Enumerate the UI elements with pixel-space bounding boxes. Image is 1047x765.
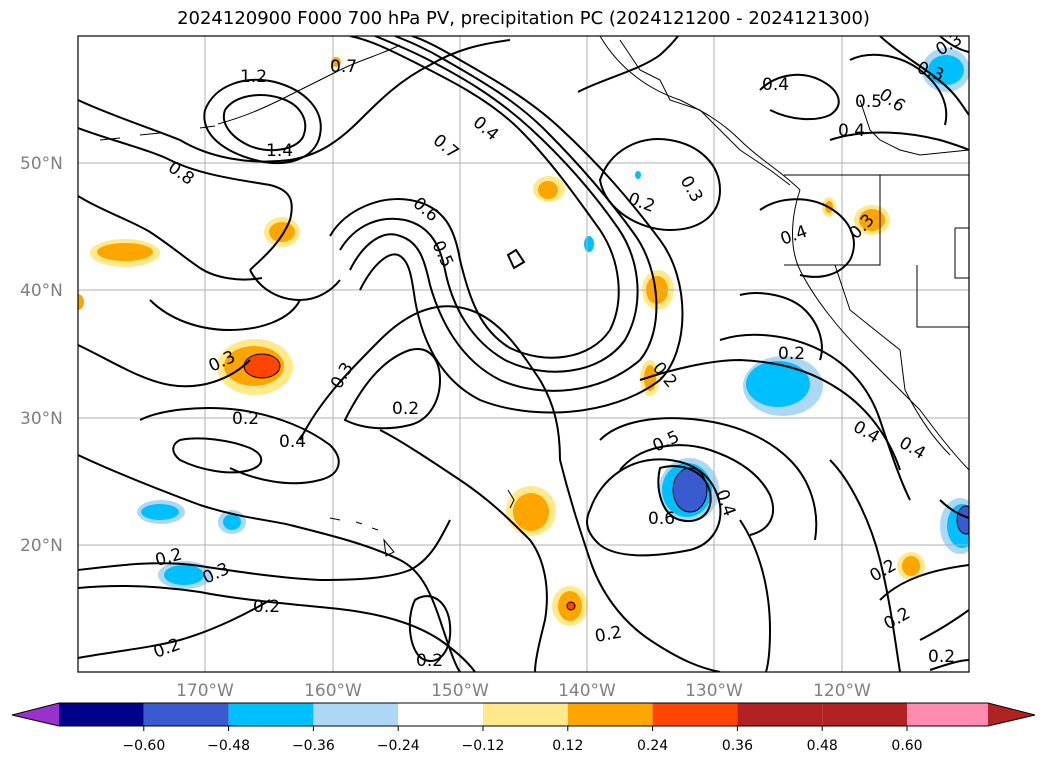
- colorbar-bin: [313, 703, 399, 726]
- map-title: 2024120900 F000 700 hPa PV, precipitatio…: [177, 8, 870, 29]
- colorbar-bin: [59, 703, 144, 726]
- contour-label: 0.6: [648, 509, 675, 529]
- lat-label: 40°N: [20, 281, 63, 301]
- contour-label: 0.2: [253, 597, 280, 617]
- contour-label: 0.2: [416, 651, 443, 671]
- colorbar-tick-label: 0.24: [637, 738, 668, 754]
- contour-label: 0.2: [593, 623, 623, 647]
- contour-label: 0.4: [838, 121, 865, 141]
- lon-label: 120°W: [813, 681, 871, 701]
- colorbar-extend-low: [12, 703, 59, 726]
- pv-contours: [78, 36, 969, 672]
- colorbar-bin: [398, 703, 483, 726]
- lon-label: 130°W: [685, 681, 743, 701]
- precip-shading: [78, 48, 969, 626]
- colorbar-bin: [737, 703, 823, 726]
- precip-outlines: [243, 353, 969, 611]
- contour-label: 0.4: [279, 432, 306, 452]
- contour-label: 0.2: [778, 344, 805, 364]
- longitude-labels: 170°W 160°W 150°W 140°W 130°W 120°W: [176, 681, 871, 701]
- contour-label: 0.7: [330, 57, 357, 77]
- colorbar-bin: [652, 703, 738, 726]
- lat-label: 50°N: [20, 154, 63, 174]
- contour-label: 0.2: [928, 647, 955, 667]
- contour-label: 1.4: [266, 141, 293, 161]
- colorbar-tick-label: −0.36: [292, 738, 335, 754]
- colorbar-tick-label: −0.48: [207, 738, 250, 754]
- coastlines: [99, 36, 969, 557]
- colorbar-tick-label: 0.48: [807, 738, 838, 754]
- colorbar-tick-label: 0.12: [552, 738, 583, 754]
- colorbar-tick-label: −0.24: [377, 738, 420, 754]
- lon-label: 160°W: [304, 681, 362, 701]
- colorbar-tick-label: 0.60: [891, 738, 922, 754]
- colorbar-bin: [228, 703, 314, 726]
- map-frame: [77, 35, 970, 673]
- latitude-labels: 50°N 40°N 30°N 20°N: [20, 154, 63, 556]
- colorbar-bin: [907, 703, 988, 726]
- colorbar-tick-label: 0.36: [722, 738, 753, 754]
- colorbar: −0.60 −0.48 −0.36 −0.24 −0.12 0.12 0.24 …: [11, 702, 1036, 754]
- contour-label: 0.2: [392, 399, 419, 419]
- colorbar-bin: [483, 703, 568, 726]
- contour-label: 0.2: [232, 409, 259, 429]
- colorbar-tick-label: −0.60: [122, 738, 165, 754]
- colorbar-tick-label: −0.12: [462, 738, 505, 754]
- colorbar-bin: [567, 703, 653, 726]
- lat-label: 20°N: [20, 536, 63, 556]
- contour-label: 1.2: [240, 67, 267, 87]
- lon-label: 150°W: [431, 681, 489, 701]
- lat-label: 30°N: [20, 409, 63, 429]
- contour-label: 0.5: [855, 92, 882, 112]
- colorbar-bin: [143, 703, 229, 726]
- contour-label: 0.4: [762, 75, 789, 95]
- colorbar-outline: [11, 702, 1036, 727]
- lon-label: 170°W: [176, 681, 234, 701]
- lon-label: 140°W: [558, 681, 616, 701]
